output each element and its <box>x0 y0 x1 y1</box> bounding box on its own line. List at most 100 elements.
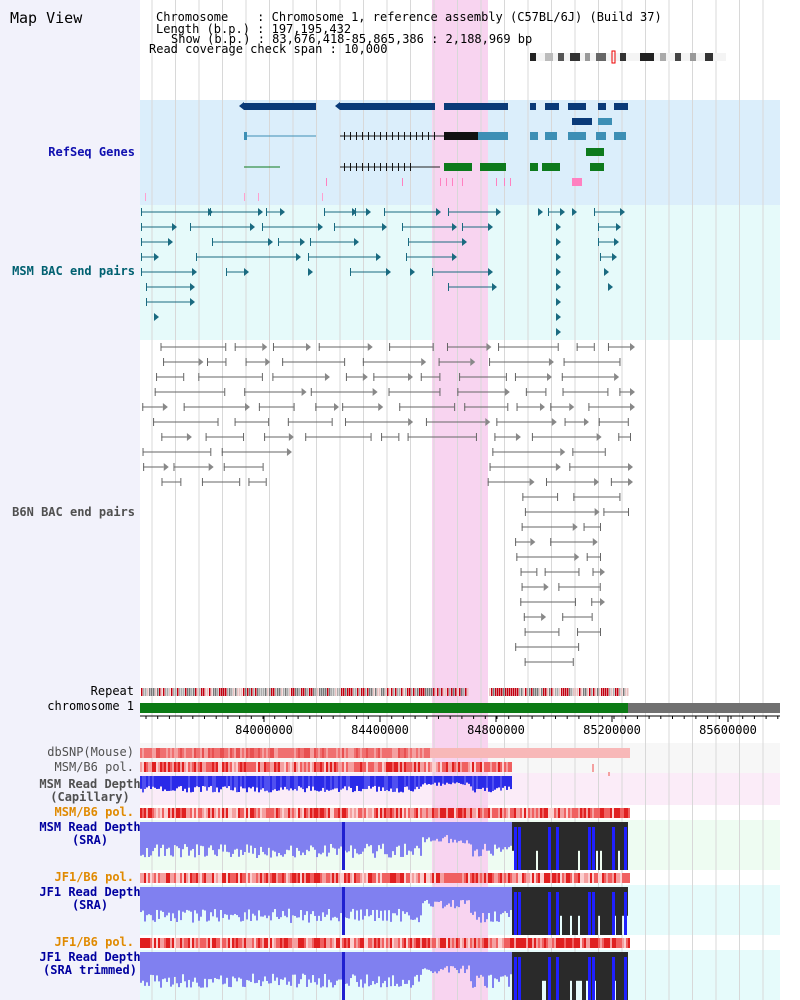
axis-tick-label: 84400000 <box>351 723 409 737</box>
repeat-mark <box>503 688 505 696</box>
heat-cell <box>622 873 624 883</box>
heat-cell <box>440 808 442 818</box>
depth-bar <box>304 887 306 915</box>
heat-cell <box>300 762 302 772</box>
heat-cell <box>234 938 236 948</box>
depth-bar <box>238 887 240 918</box>
depth-bar <box>444 952 446 968</box>
heat-cell <box>392 762 394 772</box>
heat-cell <box>416 748 418 758</box>
heat-cell <box>258 808 260 818</box>
heat-cell <box>348 748 350 758</box>
bac-end <box>212 238 213 246</box>
repeat-mark <box>259 688 261 696</box>
depth-bar <box>412 952 414 986</box>
heat-cell <box>466 873 468 883</box>
repeat-mark <box>237 688 239 696</box>
depth-bar <box>148 887 150 915</box>
heat-cell <box>170 748 172 758</box>
heat-cell <box>388 762 390 772</box>
depth-bar <box>326 822 328 857</box>
depth-bar <box>200 776 202 792</box>
heat-cell <box>382 873 384 883</box>
depth-bar <box>350 952 352 979</box>
bac-end <box>560 448 566 456</box>
heat-cell <box>490 808 492 818</box>
depth-bar <box>178 776 180 787</box>
heat-cell <box>204 873 206 883</box>
heat-cell <box>500 762 502 772</box>
depth-highlight <box>612 892 615 935</box>
heat-cell <box>490 748 492 758</box>
depth-bar <box>502 776 504 788</box>
heat-cell <box>446 938 448 948</box>
heat-cell <box>300 938 302 948</box>
heat-cell <box>252 762 254 772</box>
heat-cell <box>548 938 550 948</box>
depth-bar <box>330 952 332 983</box>
track-label-b6n-bac[interactable]: B6N BAC end pairs <box>12 505 135 519</box>
depth-bar <box>214 776 216 792</box>
repeat-mark <box>355 688 357 696</box>
heat-cell <box>238 762 240 772</box>
heat-cell <box>388 873 390 883</box>
depth-bar <box>622 822 624 870</box>
heat-cell <box>552 938 554 948</box>
heat-cell <box>174 762 176 772</box>
heat-cell <box>374 748 376 758</box>
heat-cell <box>256 873 258 883</box>
heat-cell <box>568 938 570 948</box>
depth-bar <box>392 776 394 793</box>
heat-cell <box>454 762 456 772</box>
heat-cell <box>286 748 288 758</box>
track-label-refseq[interactable]: RefSeq Genes <box>48 145 135 159</box>
heat-cell <box>346 748 348 758</box>
track-label-msm-bac[interactable]: MSM BAC end pairs <box>12 264 135 278</box>
heat-cell <box>420 762 422 772</box>
heat-cell <box>516 808 518 818</box>
depth-bar <box>328 776 330 791</box>
heat-cell <box>508 808 510 818</box>
heat-cell <box>222 748 224 758</box>
depth-bar <box>304 776 306 793</box>
heat-cell <box>416 938 418 948</box>
heat-cell <box>192 938 194 948</box>
depth-bar <box>294 822 296 858</box>
heat-cell <box>384 748 386 758</box>
repeat-mark <box>495 688 497 696</box>
depth-bar <box>230 887 232 915</box>
heat-cell <box>502 938 504 948</box>
depth-bar <box>398 776 400 793</box>
heat-cell <box>444 938 446 948</box>
heat-cell <box>254 808 256 818</box>
bac-end <box>545 388 547 396</box>
depth-bar <box>524 887 526 935</box>
heat-cell <box>208 873 210 883</box>
heat-cell <box>292 748 294 758</box>
heat-cell <box>360 808 362 818</box>
heat-cell <box>434 873 436 883</box>
heat-cell <box>176 748 178 758</box>
heat-cell <box>580 808 582 818</box>
depth-bar <box>312 887 314 912</box>
bac-end <box>556 328 561 336</box>
depth-bar <box>396 776 398 789</box>
depth-bar <box>362 887 364 920</box>
heat-cell <box>406 762 408 772</box>
depth-bar <box>620 887 622 935</box>
heat-cell <box>506 762 508 772</box>
depth-bar <box>572 887 574 935</box>
heat-cell <box>608 938 610 948</box>
heat-cell <box>606 938 608 948</box>
heat-cell <box>214 762 216 772</box>
heat-cell <box>342 873 344 883</box>
depth-bar <box>258 952 260 981</box>
heat-cell <box>368 762 370 772</box>
heat-cell <box>210 873 212 883</box>
bac-end <box>293 403 295 411</box>
depth-bar <box>442 952 444 970</box>
repeat-mark <box>413 688 415 696</box>
repeat-mark <box>371 688 373 696</box>
heat-cell <box>368 808 370 818</box>
